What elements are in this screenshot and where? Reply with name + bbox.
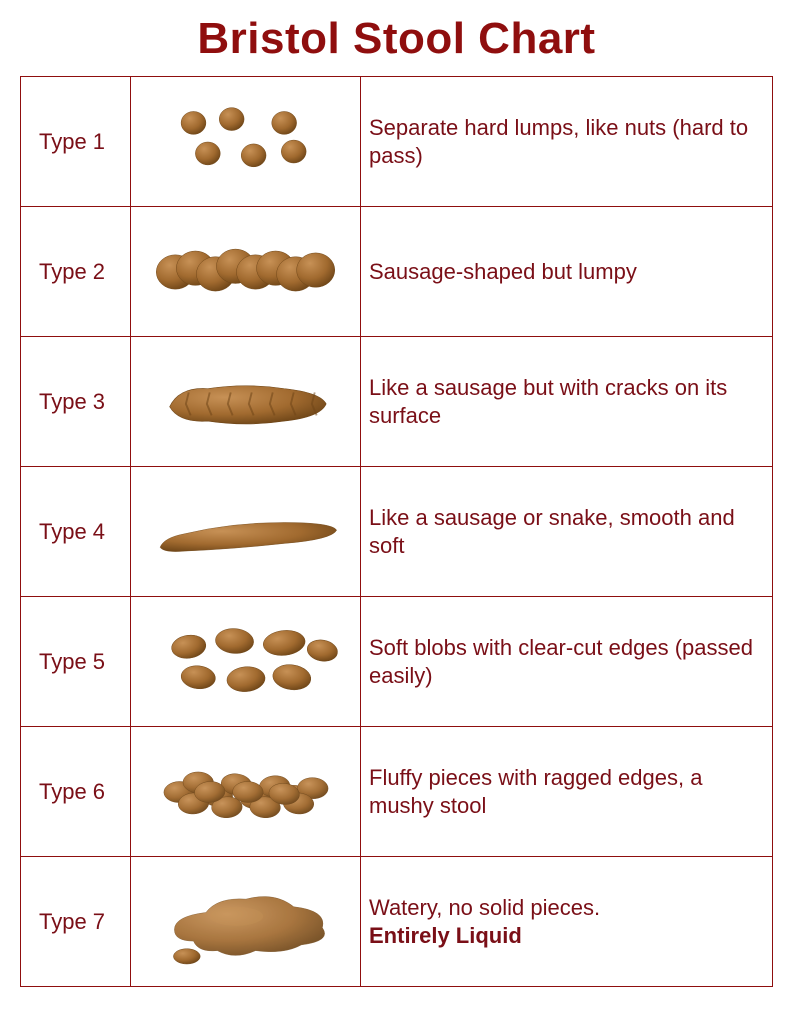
table-row: Type 1 Separate hard lumps, like nuts (h… bbox=[21, 77, 773, 207]
table-row: Type 5 Soft blobs with clear-cut edges (… bbox=[21, 597, 773, 727]
type-label-cell: Type 4 bbox=[21, 467, 131, 597]
description-bold: Entirely Liquid bbox=[369, 923, 522, 948]
table-row: Type 6 Fluffy pieces with ragged edges, … bbox=[21, 727, 773, 857]
illustration-cell bbox=[131, 207, 361, 337]
illustration-cell bbox=[131, 337, 361, 467]
stool-illustration-svg bbox=[141, 872, 351, 972]
chart-title: Bristol Stool Chart bbox=[20, 14, 773, 64]
table-row: Type 7 Watery, no solid pieces. Entirely … bbox=[21, 857, 773, 987]
table-row: Type 4 Like a sausage or snake, smooth a… bbox=[21, 467, 773, 597]
type-label-cell: Type 2 bbox=[21, 207, 131, 337]
description-cell: Watery, no solid pieces. Entirely Liquid bbox=[361, 857, 773, 987]
stool-illustration-svg bbox=[141, 482, 351, 582]
description-text: Like a sausage but with cracks on its su… bbox=[369, 375, 727, 428]
description-text: Fluffy pieces with ragged edges, a mushy… bbox=[369, 765, 702, 818]
type-label: Type 6 bbox=[39, 779, 105, 804]
type-label: Type 5 bbox=[39, 649, 105, 674]
bristol-stool-chart: Bristol Stool Chart Type 1 Separate hard… bbox=[0, 0, 793, 1032]
stool-illustration-svg bbox=[141, 92, 351, 192]
description-cell: Sausage-shaped but lumpy bbox=[361, 207, 773, 337]
stool-illustration-svg bbox=[141, 222, 351, 322]
stool-illustration-svg bbox=[141, 612, 351, 712]
illustration-cell bbox=[131, 77, 361, 207]
illustration-cell bbox=[131, 467, 361, 597]
table-row: Type 3 Like a sausage but with cracks on… bbox=[21, 337, 773, 467]
description-cell: Like a sausage or snake, smooth and soft bbox=[361, 467, 773, 597]
description-text: Soft blobs with clear-cut edges (passed … bbox=[369, 635, 753, 688]
chart-table: Type 1 Separate hard lumps, like nuts (h… bbox=[20, 76, 773, 987]
type-label: Type 1 bbox=[39, 129, 105, 154]
description-text: Like a sausage or snake, smooth and soft bbox=[369, 505, 735, 558]
type-label: Type 7 bbox=[39, 909, 105, 934]
type-label: Type 4 bbox=[39, 519, 105, 544]
type-label-cell: Type 6 bbox=[21, 727, 131, 857]
description-text: Sausage-shaped but lumpy bbox=[369, 259, 637, 284]
type-label-cell: Type 3 bbox=[21, 337, 131, 467]
type-label-cell: Type 1 bbox=[21, 77, 131, 207]
type-label-cell: Type 5 bbox=[21, 597, 131, 727]
description-cell: Soft blobs with clear-cut edges (passed … bbox=[361, 597, 773, 727]
stool-illustration-svg bbox=[141, 742, 351, 842]
description-cell: Separate hard lumps, like nuts (hard to … bbox=[361, 77, 773, 207]
illustration-cell bbox=[131, 597, 361, 727]
description-cell: Like a sausage but with cracks on its su… bbox=[361, 337, 773, 467]
illustration-cell bbox=[131, 727, 361, 857]
chart-body: Type 1 Separate hard lumps, like nuts (h… bbox=[21, 77, 773, 987]
table-row: Type 2 Sausage-shaped but lumpy bbox=[21, 207, 773, 337]
illustration-cell bbox=[131, 857, 361, 987]
stool-illustration-svg bbox=[141, 352, 351, 452]
type-label-cell: Type 7 bbox=[21, 857, 131, 987]
type-label: Type 3 bbox=[39, 389, 105, 414]
description-text: Watery, no solid pieces. bbox=[369, 895, 600, 920]
description-text: Separate hard lumps, like nuts (hard to … bbox=[369, 115, 748, 168]
type-label: Type 2 bbox=[39, 259, 105, 284]
description-cell: Fluffy pieces with ragged edges, a mushy… bbox=[361, 727, 773, 857]
